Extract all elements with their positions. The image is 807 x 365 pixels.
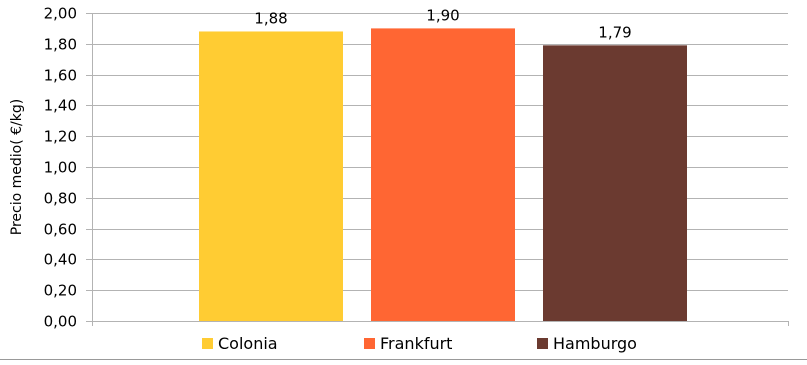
bar-hamburgo (543, 45, 687, 322)
bar-frankfurt (371, 28, 515, 322)
y-tick-label: 1,20 (44, 128, 77, 146)
data-labels: 1,88 1,90 1,79 (254, 6, 631, 41)
y-tick-label: 0,80 (44, 190, 77, 208)
y-tick-label: 0,20 (44, 282, 77, 300)
y-tick-label: 0,60 (44, 221, 77, 239)
legend-label-hamburgo: Hamburgo (553, 334, 637, 353)
data-label-colonia: 1,88 (254, 9, 287, 27)
y-tick-label: 2,00 (44, 5, 77, 23)
y-tick-label: 1,60 (44, 67, 77, 85)
axes: 0,00 0,20 0,40 0,60 0,80 1,00 1,20 1,40 1,60 1,80… (44, 5, 789, 331)
data-label-frankfurt: 1,90 (426, 6, 459, 24)
legend-swatch-colonia (202, 338, 213, 349)
legend-swatch-hamburgo (537, 338, 548, 349)
y-axis-title: Precio medio( €/kg) (9, 99, 25, 235)
y-tick-label: 1,40 (44, 97, 77, 115)
y-tick-label: 1,80 (44, 36, 77, 54)
legend-label-colonia: Colonia (218, 334, 278, 353)
legend: Colonia Frankfurt Hamburgo (202, 334, 637, 353)
legend-label-frankfurt: Frankfurt (380, 334, 452, 353)
y-tick-label: 1,00 (44, 159, 77, 177)
data-label-hamburgo: 1,79 (598, 23, 631, 41)
legend-swatch-frankfurt (364, 338, 375, 349)
bar-colonia (199, 31, 343, 321)
y-tick-label: 0,40 (44, 251, 77, 269)
y-tick-label: 0,00 (44, 313, 77, 331)
bars (199, 28, 687, 322)
